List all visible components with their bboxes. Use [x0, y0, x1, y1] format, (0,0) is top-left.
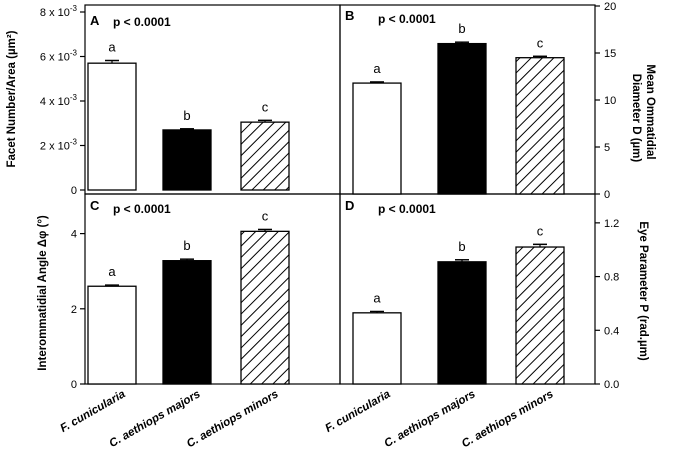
panel-a-ytick-label: 0	[71, 185, 77, 197]
panel-b-sig-letter-2: b	[458, 21, 465, 36]
panel-a-bar-2	[162, 129, 212, 191]
panel-a-bar-3	[240, 121, 290, 191]
panel-b-ytick-label: 15	[604, 48, 616, 60]
panel-c-pvalue: p < 0.0001	[113, 202, 171, 216]
panel-a-pvalue: p < 0.0001	[113, 15, 171, 29]
panel-b-sig-letter-1: a	[373, 61, 381, 76]
panel-d-category-label-1: F. cunicularia	[323, 388, 393, 435]
panel-b-pvalue: p < 0.0001	[378, 12, 436, 26]
panel-b-ytick-label: 20	[604, 1, 616, 13]
panel-d-bar-1	[352, 312, 402, 385]
panel-d-ylabel: Eye Parameter P (rad.µm)	[637, 221, 649, 361]
panel-b-ylabel-line1: Mean Ommatidial	[644, 64, 656, 159]
panel-c-ylabel: Interommatidial Angle Δφ (°)	[37, 215, 49, 371]
panel-d-ytick-label: 0.8	[604, 272, 619, 284]
panel-b-bar-2	[437, 42, 487, 195]
panel-a-bar-1	[87, 62, 137, 191]
panel-d-ytick-label: 0.0	[604, 379, 619, 391]
panel-b-letter: B	[345, 8, 354, 23]
panel-a-ytick-label: 8 x 10-3	[40, 4, 78, 19]
panel-b-ytick-label: 5	[604, 142, 610, 154]
panel-c-bar-2	[162, 260, 212, 385]
panel-a-ytick-label: 2 x 10-3	[40, 138, 78, 153]
panel-c-letter: C	[90, 198, 100, 213]
panel-a-sig-letter-3: c	[262, 99, 269, 114]
panel-a-ytick-label: 4 x 10-3	[40, 93, 78, 108]
panel-d-sig-letter-2: b	[458, 239, 465, 254]
panel-c-sig-letter-1: a	[108, 264, 116, 279]
panel-a-letter: A	[90, 13, 100, 28]
panel-a-sig-letter-1: a	[108, 40, 116, 55]
panel-b-bar-1	[352, 82, 402, 195]
panel-b-ytick-label: 10	[604, 95, 616, 107]
panel-a-ytick-exponent: -3	[70, 138, 78, 147]
panel-d-ytick-label: 1.2	[604, 218, 619, 230]
panel-d-sig-letter-3: c	[537, 223, 544, 238]
panel-a-ytick-exponent: -3	[70, 4, 78, 13]
panel-d-letter: D	[345, 198, 354, 213]
panel-c-ytick-label: 0	[71, 379, 77, 391]
panel-c-ytick-label: 4	[71, 229, 77, 241]
panel-b-sig-letter-3: c	[537, 35, 544, 50]
panel-d-bar-2	[437, 261, 487, 385]
panel-b-ylabel-line2: Diameter D (µm)	[630, 74, 642, 163]
panel-c-ytick-label: 2	[71, 304, 77, 316]
panel-d-ytick-label: 0.4	[604, 325, 619, 337]
panel-c-bar-1	[87, 285, 137, 385]
panel-a-ytick-exponent: -3	[70, 93, 78, 102]
panel-d-sig-letter-1: a	[373, 290, 381, 305]
panel-c-category-label-1: F. cunicularia	[58, 388, 128, 435]
panel-c-sig-letter-2: b	[183, 238, 190, 253]
panel-d-bar-3	[515, 246, 565, 385]
panel-a-sig-letter-2: b	[183, 108, 190, 123]
panel-a-ylabel: Facet Number/Area (µm²)	[6, 30, 18, 167]
panel-b-bar-3	[515, 57, 565, 195]
panel-a-ytick-exponent: -3	[70, 49, 78, 58]
panel-b-ytick-label: 0	[604, 189, 610, 201]
panel-d-pvalue: p < 0.0001	[378, 202, 436, 216]
panel-c-bar-3	[240, 230, 290, 385]
panel-a-ytick-label: 6 x 10-3	[40, 49, 78, 64]
panel-c-sig-letter-3: c	[262, 208, 269, 223]
